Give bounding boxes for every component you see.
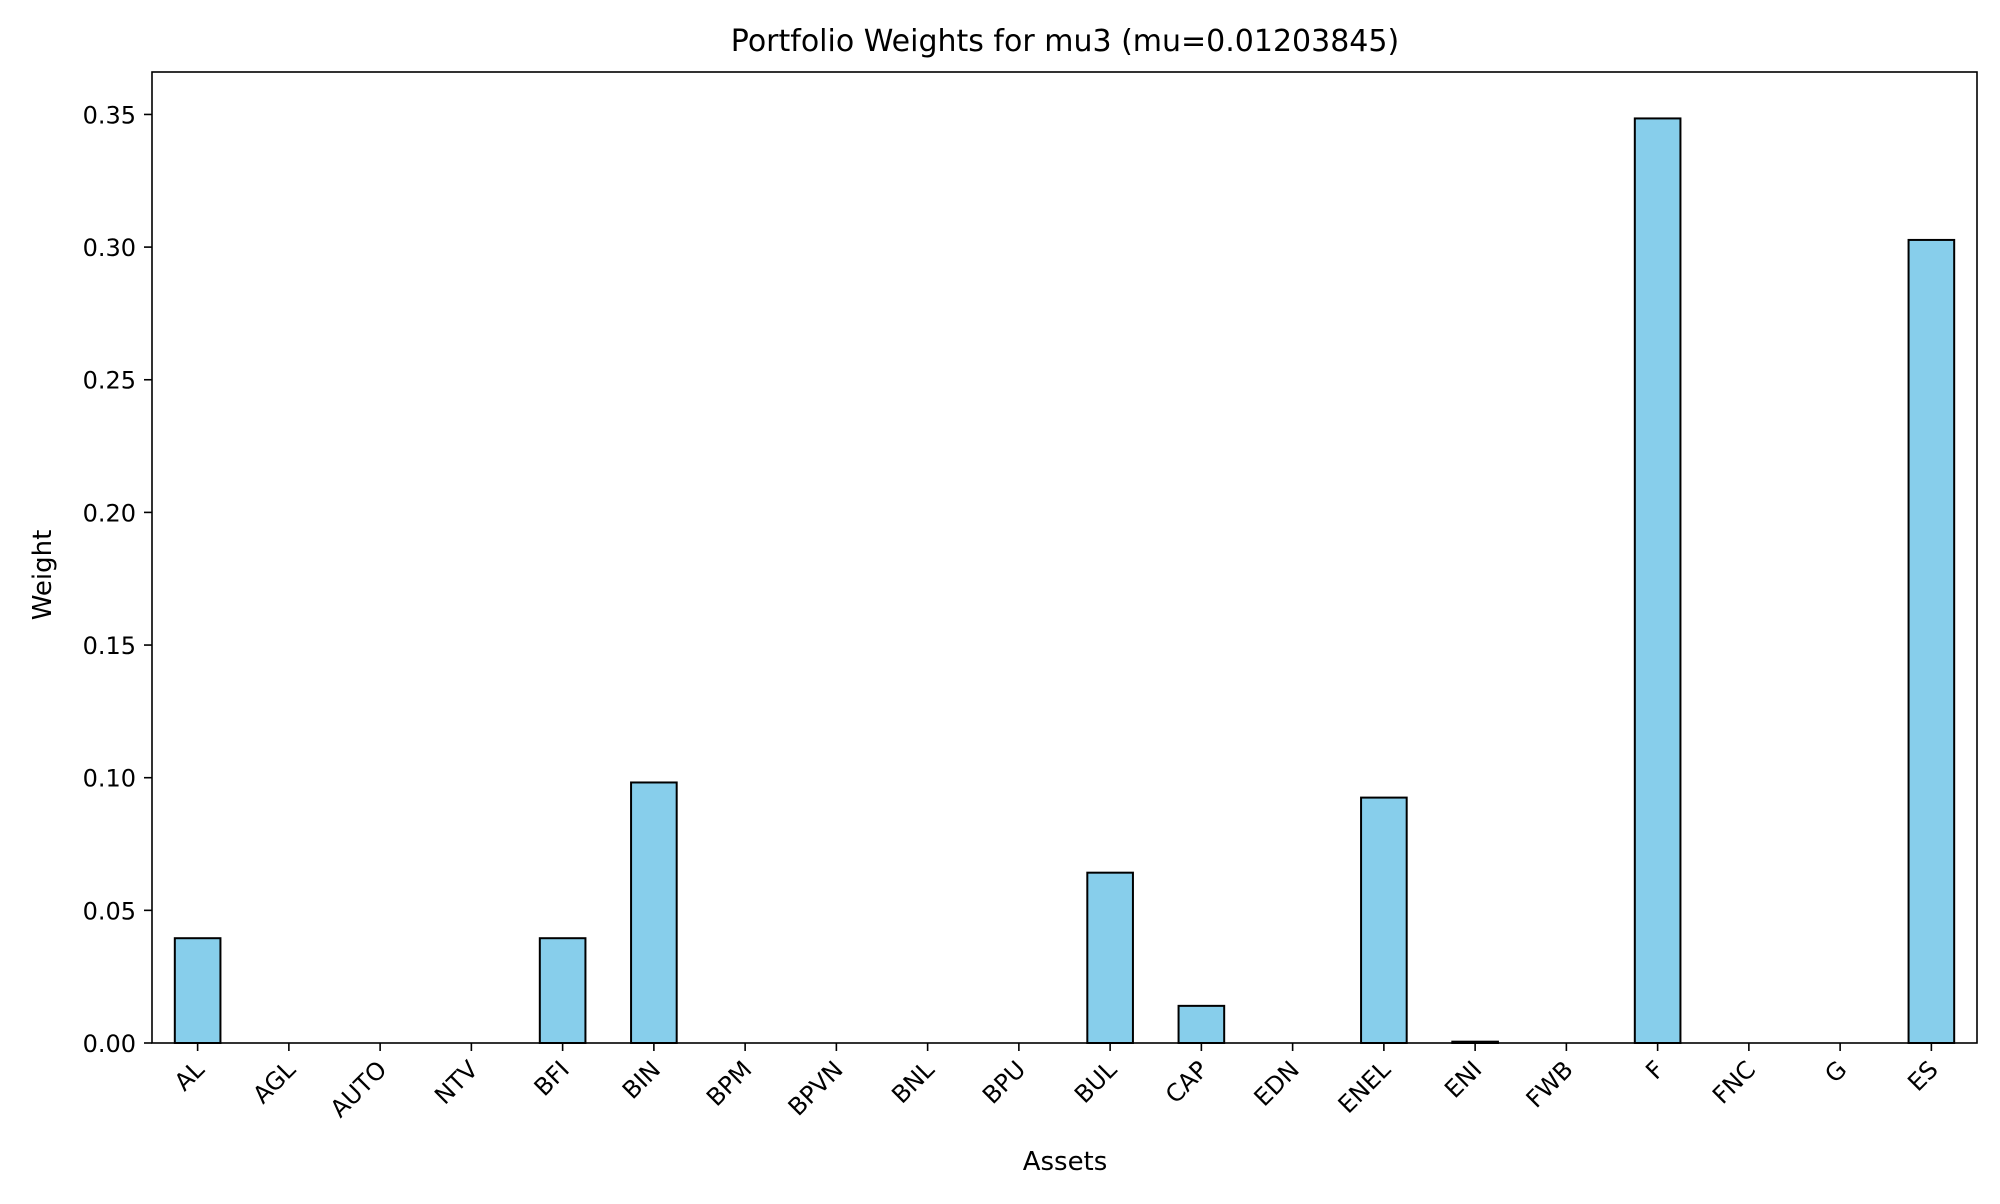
- x-tick-label: CAP: [1160, 1055, 1213, 1108]
- x-axis: AL AGL AUTO NTV BFI BIN BPM BPVN BNL BPU BUL CAP EDN…: [169, 1043, 1944, 1123]
- x-tick-label: ES: [1902, 1055, 1943, 1096]
- x-tick-label: BPVN: [783, 1055, 849, 1121]
- y-axis: 0.00 0.05 0.10 0.15 0.20 0.25 0.30 0.35: [83, 101, 152, 1058]
- bar-bfi: [538, 937, 587, 1045]
- bar-series: [173, 117, 1956, 1045]
- x-tick-label: AL: [169, 1055, 210, 1096]
- y-tick-label: 0.05: [83, 897, 136, 925]
- y-tick-label: 0.25: [83, 367, 136, 395]
- bar-al: [173, 937, 222, 1045]
- y-tick-label: 0.30: [83, 234, 136, 262]
- x-tick-label: FNC: [1707, 1055, 1761, 1109]
- x-tick-label: ENEL: [1333, 1055, 1397, 1119]
- x-tick-label: BPM: [701, 1055, 757, 1111]
- x-tick-label: G: [1819, 1055, 1852, 1088]
- y-tick-label: 0.15: [83, 632, 136, 660]
- y-axis-label: Weight: [28, 530, 58, 621]
- x-tick-label: EDN: [1249, 1055, 1305, 1111]
- x-axis-label: Assets: [1023, 1147, 1108, 1177]
- x-tick-label: AGL: [247, 1055, 301, 1109]
- x-tick-label: BFI: [529, 1055, 575, 1101]
- y-tick-label: 0.00: [83, 1030, 136, 1058]
- chart-title: Portfolio Weights for mu3 (mu=0.01203845…: [731, 24, 1399, 59]
- bar-es: [1907, 238, 1956, 1044]
- x-tick-label: FWB: [1521, 1055, 1579, 1113]
- bar-enel: [1360, 796, 1408, 1044]
- y-tick-label: 0.20: [83, 499, 136, 527]
- x-tick-label: BPU: [977, 1055, 1031, 1109]
- plot-area-frame: [151, 71, 1978, 1044]
- x-tick-label: ENI: [1439, 1055, 1487, 1103]
- bar-bin: [630, 781, 678, 1044]
- x-tick-label: NTV: [429, 1055, 484, 1110]
- x-tick-label: BIN: [617, 1055, 666, 1104]
- x-tick-label: F: [1640, 1055, 1670, 1085]
- bar-bul: [1086, 871, 1134, 1045]
- bar-cap: [1177, 1004, 1226, 1044]
- x-tick-label: BNL: [886, 1055, 940, 1109]
- bar-f: [1633, 117, 1682, 1044]
- x-tick-label: AUTO: [325, 1055, 393, 1123]
- y-tick-label: 0.35: [83, 101, 136, 129]
- y-tick-label: 0.10: [83, 765, 136, 793]
- x-tick-label: BUL: [1069, 1055, 1123, 1109]
